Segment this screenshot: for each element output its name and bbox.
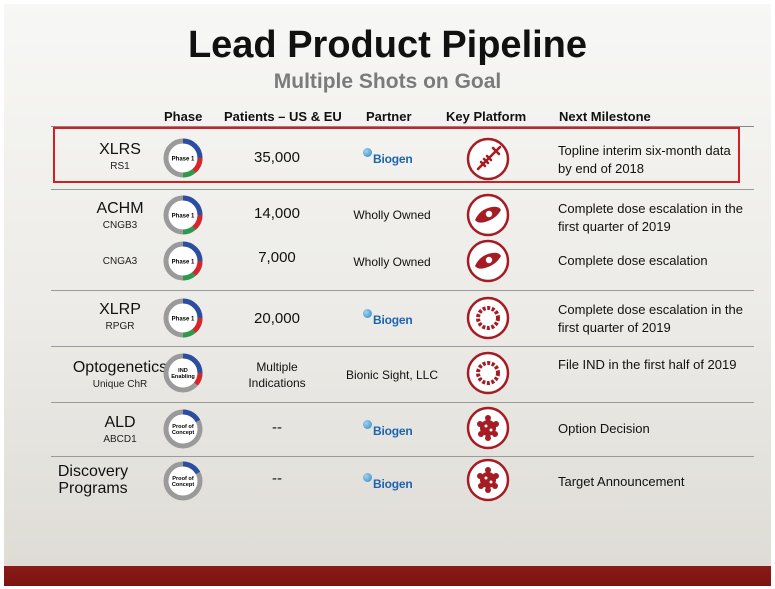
biogen-logo-mark xyxy=(363,309,372,318)
phase-ring-icon: Phase 1 xyxy=(163,195,203,235)
patients-count: -- xyxy=(272,470,282,487)
capsid-ring-icon xyxy=(466,296,510,340)
biogen-logo-text: Biogen xyxy=(373,477,413,491)
patients-count: 35,000 xyxy=(254,149,300,166)
phase-ring-icon: Proof of Concept xyxy=(163,461,203,501)
biogen-logo-mark xyxy=(363,420,372,429)
milestone-text: Target Announcement xyxy=(558,474,685,489)
phase-ring-icon: IND Enabling xyxy=(163,353,203,393)
phase-label: IND Enabling xyxy=(171,368,195,380)
patients-count: -- xyxy=(272,419,282,436)
milestone-text: File IND in the first half of 2019 xyxy=(558,357,737,372)
patients-count: 14,000 xyxy=(254,205,300,222)
program-gene: RS1 xyxy=(110,161,130,172)
program-cell: CNGA3 xyxy=(55,253,185,270)
biogen-logo: Biogen xyxy=(363,472,423,494)
milestone-text: Topline interim six-month data by end of… xyxy=(558,143,731,176)
header-phase: Phase xyxy=(164,109,203,124)
page-title: Lead Product Pipeline xyxy=(187,24,588,66)
header-divider xyxy=(51,126,754,127)
phase-label: Proof of Concept xyxy=(172,424,195,436)
program-gene: CNGA3 xyxy=(102,256,138,267)
row-divider xyxy=(51,402,754,403)
row-divider xyxy=(51,290,754,291)
program-gene: CNGB3 xyxy=(102,220,138,231)
biogen-logo: Biogen xyxy=(363,419,423,441)
program-cell: XLRS RS1 xyxy=(55,141,185,175)
patients-count: 7,000 xyxy=(258,249,296,266)
biogen-logo-text: Biogen xyxy=(373,152,413,166)
header-partner: Partner xyxy=(366,109,412,124)
program-name: Optogenetics xyxy=(72,359,168,376)
program-name: XLRP xyxy=(99,301,141,318)
header-patients: Patients – US & EU xyxy=(224,109,342,124)
program-cell: XLRP RPGR xyxy=(55,301,185,335)
partner-text: Wholly Owned xyxy=(353,255,431,269)
program-name: ALD xyxy=(104,414,136,431)
phase-ring-icon: Phase 1 xyxy=(163,138,203,178)
eye-icon xyxy=(466,239,510,283)
phase-ring-icon: Phase 1 xyxy=(163,241,203,281)
phase-label: Phase 1 xyxy=(172,317,195,323)
program-cell: Optogenetics Unique ChR xyxy=(55,359,185,393)
footer-bar xyxy=(4,566,771,586)
program-name: ACHM xyxy=(96,200,144,217)
cell-cluster-icon xyxy=(466,458,510,502)
header-milestone: Next Milestone xyxy=(559,109,651,124)
row-divider xyxy=(51,346,754,347)
program-cell: Discovery Programs xyxy=(38,463,148,497)
biogen-logo-mark xyxy=(363,473,372,482)
syringe-icon xyxy=(466,137,510,181)
capsid-ring-icon xyxy=(466,351,510,395)
biogen-logo-mark xyxy=(363,148,372,157)
program-cell: ALD ABCD1 xyxy=(55,414,185,448)
row-divider xyxy=(51,456,754,457)
partner-text: Bionic Sight, LLC xyxy=(345,368,439,382)
milestone-text: Option Decision xyxy=(558,421,650,436)
phase-label: Proof of Concept xyxy=(172,476,195,488)
program-name: XLRS xyxy=(99,141,141,158)
phase-label: Phase 1 xyxy=(172,157,195,163)
program-gene: RPGR xyxy=(105,321,135,332)
header-platform: Key Platform xyxy=(446,109,527,124)
program-name: Discovery Programs xyxy=(57,463,129,497)
row-divider xyxy=(51,189,754,190)
biogen-logo-text: Biogen xyxy=(373,424,413,438)
page-subtitle: Multiple Shots on Goal xyxy=(273,70,502,93)
patients-count: 20,000 xyxy=(254,310,300,327)
patients-count: Multiple Indications xyxy=(248,360,306,390)
partner-text: Wholly Owned xyxy=(353,208,431,222)
program-gene: Unique ChR xyxy=(92,379,148,390)
phase-label: Phase 1 xyxy=(172,260,195,266)
program-gene: ABCD1 xyxy=(103,434,137,445)
milestone-text: Complete dose escalation in the first qu… xyxy=(558,302,744,335)
cell-cluster-icon xyxy=(466,406,510,450)
biogen-logo: Biogen xyxy=(363,147,423,169)
program-cell: ACHM CNGB3 xyxy=(55,200,185,234)
milestone-text: Complete dose escalation in the first qu… xyxy=(558,201,744,234)
phase-label: Phase 1 xyxy=(172,214,195,220)
biogen-logo: Biogen xyxy=(363,308,423,330)
phase-ring-icon: Phase 1 xyxy=(163,298,203,338)
highlight-box xyxy=(53,127,740,183)
slide-background xyxy=(4,4,771,566)
biogen-logo-text: Biogen xyxy=(373,313,413,327)
eye-icon xyxy=(466,193,510,237)
phase-ring-icon: Proof of Concept xyxy=(163,409,203,449)
milestone-text: Complete dose escalation xyxy=(558,253,708,268)
